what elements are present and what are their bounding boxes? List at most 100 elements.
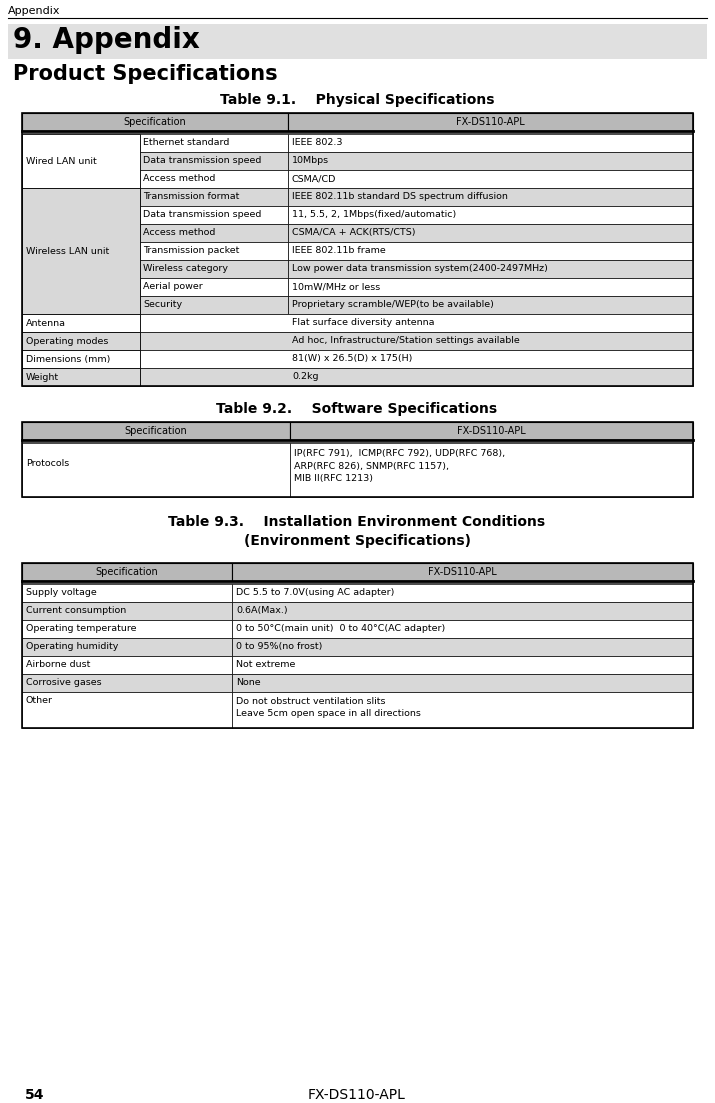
Bar: [22, 692, 232, 728]
Text: None: None: [236, 678, 261, 687]
Bar: [140, 224, 288, 242]
Text: Not extreme: Not extreme: [236, 660, 295, 670]
Bar: [22, 332, 140, 350]
Bar: [140, 332, 693, 350]
Text: IEEE 802.3: IEEE 802.3: [292, 138, 342, 147]
Text: DC 5.5 to 7.0V(using AC adapter): DC 5.5 to 7.0V(using AC adapter): [236, 588, 395, 597]
Bar: [22, 563, 232, 581]
Bar: [232, 638, 693, 656]
Text: Airborne dust: Airborne dust: [26, 660, 90, 670]
Bar: [140, 133, 288, 152]
Bar: [232, 692, 693, 728]
Text: 9. Appendix: 9. Appendix: [13, 26, 199, 54]
Text: Supply voltage: Supply voltage: [26, 588, 97, 597]
Text: Table 9.2.    Software Specifications: Table 9.2. Software Specifications: [217, 401, 498, 416]
Text: 81(W) x 26.5(D) x 175(H): 81(W) x 26.5(D) x 175(H): [292, 354, 413, 363]
Bar: [22, 422, 693, 497]
Bar: [288, 278, 693, 296]
Text: Low power data transmission system(2400-2497MHz): Low power data transmission system(2400-…: [292, 264, 548, 274]
Text: Access method: Access method: [143, 228, 215, 237]
Bar: [288, 242, 693, 260]
Text: IEEE 802.11b frame: IEEE 802.11b frame: [292, 246, 386, 255]
Text: CSMA/CD: CSMA/CD: [292, 174, 336, 183]
Text: 54: 54: [25, 1088, 44, 1102]
Text: Specification: Specification: [124, 426, 187, 436]
Bar: [22, 350, 140, 368]
Text: 10Mbps: 10Mbps: [292, 156, 329, 165]
Bar: [140, 278, 288, 296]
Bar: [140, 314, 693, 332]
Bar: [22, 602, 232, 620]
Bar: [22, 638, 232, 656]
Text: Transmission format: Transmission format: [143, 192, 240, 201]
Bar: [140, 260, 288, 278]
Bar: [140, 152, 288, 170]
Text: Wired LAN unit: Wired LAN unit: [26, 157, 97, 165]
Bar: [140, 350, 693, 368]
Text: Product Specifications: Product Specifications: [13, 64, 277, 84]
Text: Protocols: Protocols: [26, 459, 69, 468]
Bar: [288, 296, 693, 314]
Bar: [140, 368, 693, 386]
Bar: [22, 113, 693, 386]
Text: Other: Other: [26, 696, 53, 705]
Text: Operating humidity: Operating humidity: [26, 642, 119, 651]
Text: Data transmission speed: Data transmission speed: [143, 156, 262, 165]
Bar: [22, 188, 140, 314]
Bar: [22, 314, 140, 332]
Text: 0.6A(Max.): 0.6A(Max.): [236, 606, 287, 615]
Text: CSMA/CA + ACK(RTS/CTS): CSMA/CA + ACK(RTS/CTS): [292, 228, 415, 237]
Bar: [232, 656, 693, 674]
Text: Appendix: Appendix: [8, 6, 61, 17]
Bar: [22, 113, 288, 131]
Text: Aerial power: Aerial power: [143, 282, 203, 291]
Bar: [22, 583, 232, 602]
Bar: [232, 620, 693, 638]
Bar: [140, 206, 288, 224]
Bar: [22, 620, 232, 638]
Bar: [288, 152, 693, 170]
Bar: [140, 188, 288, 206]
Bar: [288, 188, 693, 206]
Text: Operating modes: Operating modes: [26, 338, 109, 346]
Bar: [22, 443, 290, 497]
Bar: [232, 583, 693, 602]
Bar: [22, 674, 232, 692]
Text: IEEE 802.11b standard DS spectrum diffusion: IEEE 802.11b standard DS spectrum diffus…: [292, 192, 508, 201]
Text: Wireless category: Wireless category: [143, 264, 228, 274]
Text: Antenna: Antenna: [26, 319, 66, 328]
Text: IP(RFC 791),  ICMP(RFC 792), UDP(RFC 768),
ARP(RFC 826), SNMP(RFC 1157),
MIB II(: IP(RFC 791), ICMP(RFC 792), UDP(RFC 768)…: [294, 449, 505, 483]
Bar: [22, 656, 232, 674]
Bar: [22, 563, 693, 728]
Bar: [288, 206, 693, 224]
Text: FX-DS110-APL: FX-DS110-APL: [428, 567, 497, 577]
Text: Ethernet standard: Ethernet standard: [143, 138, 230, 147]
Bar: [288, 113, 693, 131]
Text: Specification: Specification: [96, 567, 159, 577]
Text: FX-DS110-APL: FX-DS110-APL: [308, 1088, 406, 1102]
Text: Corrosive gases: Corrosive gases: [26, 678, 102, 687]
Bar: [232, 563, 693, 581]
Text: Data transmission speed: Data transmission speed: [143, 210, 262, 219]
Text: Weight: Weight: [26, 373, 59, 382]
Text: Table 9.1.    Physical Specifications: Table 9.1. Physical Specifications: [220, 93, 494, 107]
Bar: [290, 443, 693, 497]
Bar: [288, 170, 693, 188]
Text: Flat surface diversity antenna: Flat surface diversity antenna: [292, 318, 435, 326]
Bar: [8, 24, 707, 58]
Bar: [22, 368, 140, 386]
Text: Table 9.3.    Installation Environment Conditions
(Environment Specifications): Table 9.3. Installation Environment Cond…: [169, 515, 546, 548]
Bar: [288, 224, 693, 242]
Text: 11, 5.5, 2, 1Mbps(fixed/automatic): 11, 5.5, 2, 1Mbps(fixed/automatic): [292, 210, 456, 219]
Bar: [22, 422, 290, 440]
Text: Ad hoc, Infrastructure/Station settings available: Ad hoc, Infrastructure/Station settings …: [292, 336, 520, 345]
Text: Transmission packet: Transmission packet: [143, 246, 240, 255]
Text: Do not obstruct ventilation slits
Leave 5cm open space in all directions: Do not obstruct ventilation slits Leave …: [236, 697, 421, 718]
Text: Operating temperature: Operating temperature: [26, 624, 137, 633]
Bar: [232, 602, 693, 620]
Text: 0.2kg: 0.2kg: [292, 372, 318, 381]
Text: Access method: Access method: [143, 174, 215, 183]
Bar: [140, 296, 288, 314]
Text: Security: Security: [143, 300, 182, 309]
Bar: [140, 170, 288, 188]
